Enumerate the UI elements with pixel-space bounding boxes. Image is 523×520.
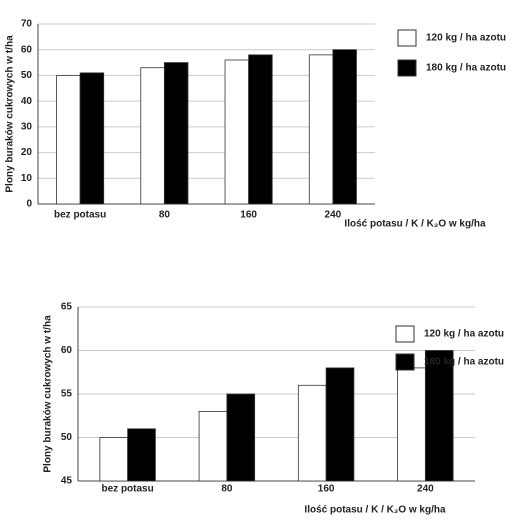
bar xyxy=(297,384,327,482)
x-axis-label: Ilość potasu / K / K₂O w kg/ha xyxy=(304,505,446,516)
y-tick-label: 20 xyxy=(21,147,33,158)
legend-swatch xyxy=(397,29,417,47)
legend-swatch xyxy=(395,325,415,343)
legend-label: 180 kg / ha azotu xyxy=(426,63,506,74)
y-tick-label: 60 xyxy=(21,44,33,55)
bar xyxy=(99,437,129,482)
bar xyxy=(163,62,189,205)
legend-label: 120 kg / ha azotu xyxy=(424,329,504,340)
legend-label: 180 kg / ha azotu xyxy=(424,357,504,368)
y-tick-label: 55 xyxy=(61,389,73,400)
bar xyxy=(79,72,105,205)
x-tick-label: 160 xyxy=(240,210,257,221)
y-tick-label: 70 xyxy=(21,19,33,30)
bar xyxy=(397,367,426,482)
y-tick-label: 0 xyxy=(26,199,32,210)
x-tick-label: bez potasu xyxy=(102,484,154,495)
y-tick-label: 65 xyxy=(61,302,73,313)
bar xyxy=(127,428,156,482)
y-tick-label: 10 xyxy=(21,173,33,184)
bar xyxy=(308,54,334,205)
y-axis-label: Plony buraków cukrowych w t/ha xyxy=(5,35,16,193)
x-tick-label: 240 xyxy=(417,484,434,495)
bar xyxy=(226,393,256,482)
bar xyxy=(224,59,250,205)
y-tick-label: 30 xyxy=(21,121,33,132)
y-tick-label: 60 xyxy=(61,345,73,356)
bar xyxy=(325,367,355,482)
y-tick-label: 50 xyxy=(21,70,33,81)
x-tick-label: 80 xyxy=(221,484,233,495)
y-axis-label: Plony buraków cukrowych w t/ha xyxy=(43,315,54,473)
legend-swatch xyxy=(397,59,417,77)
x-tick-label: bez potasu xyxy=(54,210,106,221)
x-tick-label: 160 xyxy=(318,484,335,495)
legend-swatch xyxy=(395,353,415,371)
bar xyxy=(248,54,273,205)
y-tick-label: 45 xyxy=(61,476,73,487)
x-tick-label: 80 xyxy=(159,210,171,221)
x-axis-label: Ilość potasu / K / K₂O w kg/ha xyxy=(344,219,486,230)
y-tick-label: 50 xyxy=(61,432,73,443)
bar xyxy=(140,67,165,205)
bar xyxy=(198,410,228,482)
bar xyxy=(424,350,454,482)
legend-label: 120 kg / ha azotu xyxy=(426,33,506,44)
y-tick-label: 40 xyxy=(21,96,33,107)
bar xyxy=(56,75,81,205)
bar xyxy=(332,49,357,205)
x-tick-label: 240 xyxy=(325,210,342,221)
